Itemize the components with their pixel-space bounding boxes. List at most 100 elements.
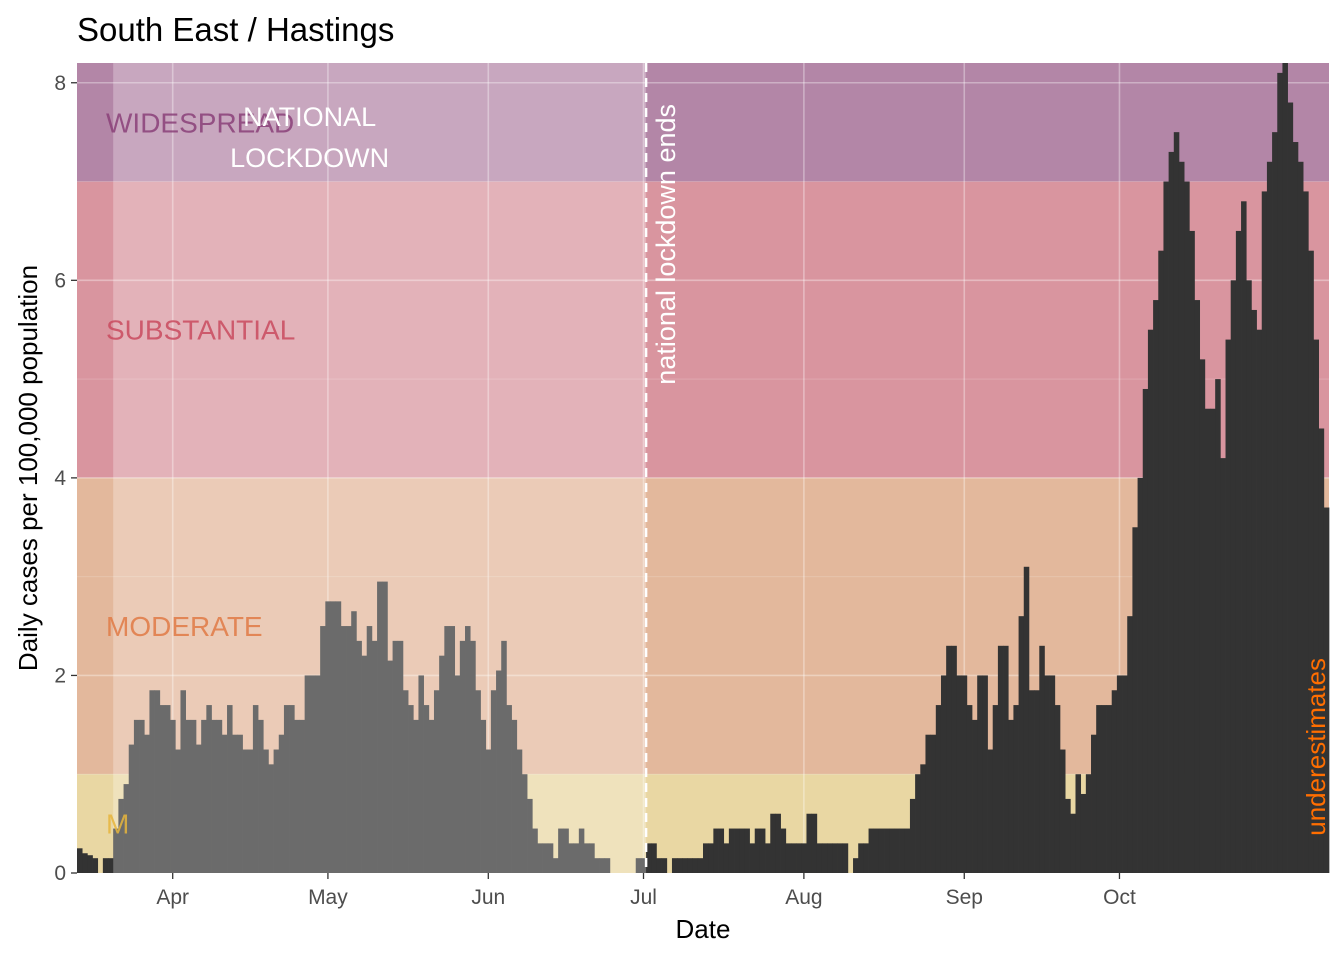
case-bar xyxy=(149,690,155,873)
case-bar xyxy=(1246,280,1252,873)
case-bar xyxy=(837,843,844,873)
x-tick-label: Oct xyxy=(1103,886,1136,909)
case-bar xyxy=(987,749,994,873)
case-bar xyxy=(1127,616,1133,873)
case-bar xyxy=(258,719,264,873)
case-bar xyxy=(853,858,859,873)
case-bar xyxy=(87,855,93,873)
case-bar xyxy=(894,828,900,873)
case-bar xyxy=(356,640,362,873)
case-bar xyxy=(227,705,233,873)
case-bar xyxy=(904,828,911,873)
case-bar xyxy=(640,858,647,873)
case-bar xyxy=(475,690,481,873)
x-tick-label: Jun xyxy=(471,886,505,909)
case-bar xyxy=(661,858,668,873)
case-bar xyxy=(1142,388,1149,873)
case-bar xyxy=(490,690,497,873)
case-bar xyxy=(1303,191,1309,874)
case-bar xyxy=(1297,161,1304,873)
x-tick-label: Sep xyxy=(946,886,983,909)
case-bar xyxy=(320,626,326,873)
y-tick-label: 6 xyxy=(54,269,66,292)
y-axis: 0 2 4 6 8 xyxy=(54,72,77,885)
case-bar xyxy=(997,645,1004,873)
case-bar xyxy=(537,843,543,873)
case-bar xyxy=(144,734,150,873)
case-bar xyxy=(770,813,776,873)
case-bar xyxy=(677,858,683,873)
case-bar xyxy=(821,843,828,873)
case-bar xyxy=(465,626,471,873)
case-bar xyxy=(232,734,238,873)
case-bar xyxy=(1013,705,1019,873)
band-label-2: MODERATE xyxy=(106,611,263,642)
case-bar xyxy=(1080,793,1087,873)
case-bar xyxy=(966,705,973,873)
case-bar xyxy=(1261,191,1268,874)
case-bar xyxy=(92,858,99,873)
case-bar xyxy=(708,843,714,873)
x-tick-label: Aug xyxy=(785,886,822,909)
case-bar xyxy=(1272,132,1278,873)
case-bar xyxy=(1003,645,1009,873)
case-bar xyxy=(133,719,140,873)
case-bar xyxy=(718,828,725,873)
case-bar xyxy=(1173,132,1180,873)
y-tick-label: 8 xyxy=(54,72,66,95)
case-bar xyxy=(1028,690,1035,873)
band-1 xyxy=(77,181,1329,478)
case-bar xyxy=(1122,675,1128,873)
case-bar xyxy=(480,719,487,873)
case-bar xyxy=(878,828,885,873)
case-bar xyxy=(154,690,161,873)
case-bar xyxy=(785,843,792,873)
case-bar xyxy=(1282,63,1288,873)
case-bar xyxy=(1220,458,1226,873)
case-bar xyxy=(1225,339,1232,874)
case-bar xyxy=(418,675,424,873)
case-bar xyxy=(1210,408,1216,873)
case-bar xyxy=(206,705,212,873)
case-bar xyxy=(1215,379,1221,873)
case-bar xyxy=(139,719,145,873)
case-bar xyxy=(195,744,202,873)
case-bar xyxy=(1251,309,1257,873)
case-bar xyxy=(703,843,709,873)
case-bar xyxy=(1292,142,1299,873)
case-bar xyxy=(749,843,756,873)
case-bar xyxy=(728,828,735,873)
case-bar xyxy=(294,719,300,873)
y-tick-label: 2 xyxy=(54,664,66,687)
case-bar xyxy=(346,626,352,873)
case-bar xyxy=(1235,230,1242,874)
case-bar xyxy=(790,843,797,873)
case-bar xyxy=(289,705,295,873)
y-tick-label: 0 xyxy=(54,862,66,885)
case-bar xyxy=(692,858,699,873)
case-bar xyxy=(754,828,761,873)
case-bar xyxy=(77,848,83,873)
case-bar xyxy=(656,858,662,873)
x-tick-label: May xyxy=(308,886,348,909)
case-bar xyxy=(366,626,373,873)
case-bar xyxy=(532,828,538,873)
case-bar xyxy=(547,843,554,873)
case-bar xyxy=(1153,300,1159,873)
case-bar xyxy=(568,843,575,873)
case-bar xyxy=(563,828,569,873)
case-bar xyxy=(1230,280,1237,873)
case-bar xyxy=(1101,705,1107,873)
case-bar xyxy=(102,858,109,873)
case-bar xyxy=(1039,645,1045,873)
case-bar xyxy=(113,828,119,873)
case-bar xyxy=(1204,408,1211,873)
case-bar xyxy=(1018,616,1025,873)
band-0 xyxy=(77,63,1329,182)
case-bar xyxy=(1106,705,1113,873)
case-bar xyxy=(909,798,916,873)
case-bar xyxy=(459,640,466,873)
case-bar xyxy=(1034,690,1040,873)
case-bar xyxy=(951,645,957,873)
